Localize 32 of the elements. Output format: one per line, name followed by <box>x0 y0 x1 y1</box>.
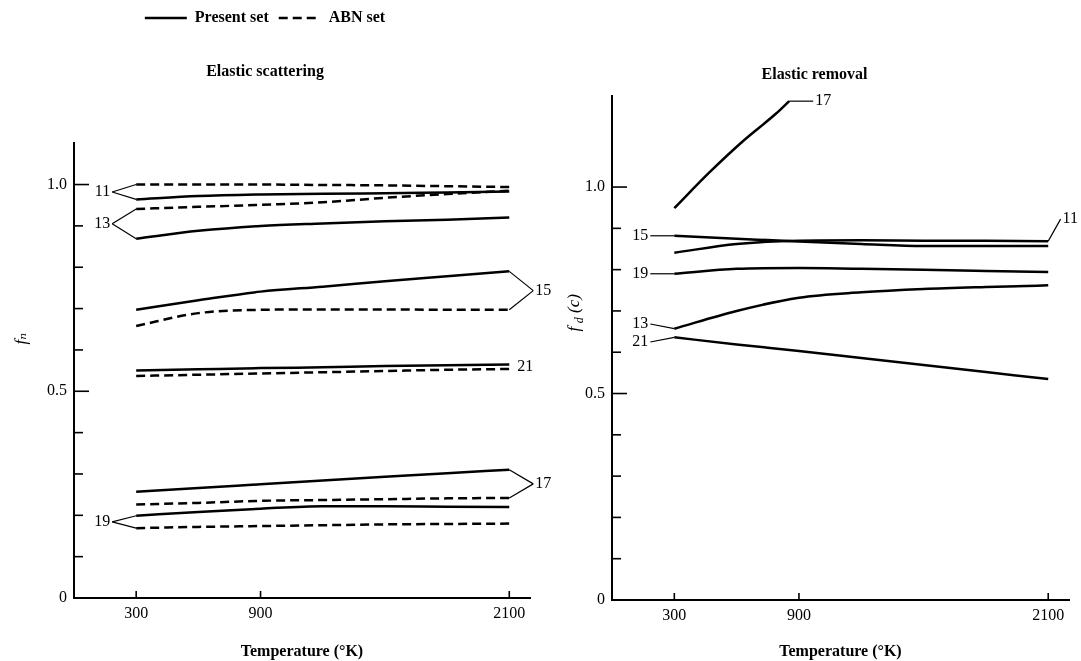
legend-label: Present set <box>194 8 270 26</box>
x-axis-title: Temperature (°K) <box>779 641 902 660</box>
annotation: 15 <box>632 225 649 243</box>
y-tick-label: 1.0 <box>47 174 67 192</box>
annotation: 13 <box>94 214 111 232</box>
annotation: 19 <box>94 512 111 530</box>
y-axis-title: fₙ <box>11 332 31 345</box>
annotation: 17 <box>535 474 552 492</box>
y-tick-label: 0 <box>597 590 605 608</box>
chart-title: Elastic removal <box>761 64 869 82</box>
y-axis-title: fd (c) <box>564 293 587 332</box>
x-tick-label: 300 <box>124 603 149 621</box>
annotation: 13 <box>632 314 649 332</box>
legend-label: ABN set <box>328 8 386 26</box>
annotation: 11 <box>1062 209 1078 227</box>
x-tick-label: 2100 <box>1032 605 1065 623</box>
annotation: 21 <box>632 332 649 350</box>
x-tick-label: 2100 <box>493 603 526 621</box>
y-tick-label: 0.5 <box>585 383 605 401</box>
annotation: 15 <box>535 280 552 298</box>
x-tick-label: 900 <box>786 605 811 623</box>
x-axis-title: Temperature (°K) <box>240 641 364 660</box>
annotation: 17 <box>815 91 832 109</box>
chart-title: Elastic scattering <box>206 61 324 80</box>
x-tick-label: 300 <box>662 605 687 623</box>
x-tick-label: 900 <box>248 603 273 621</box>
annotation: 11 <box>94 182 111 200</box>
y-tick-label: 1.0 <box>585 177 605 195</box>
y-tick-label: 0 <box>59 588 67 606</box>
annotation: 21 <box>517 356 534 374</box>
annotation: 19 <box>632 263 649 281</box>
y-tick-label: 0.5 <box>47 381 67 399</box>
